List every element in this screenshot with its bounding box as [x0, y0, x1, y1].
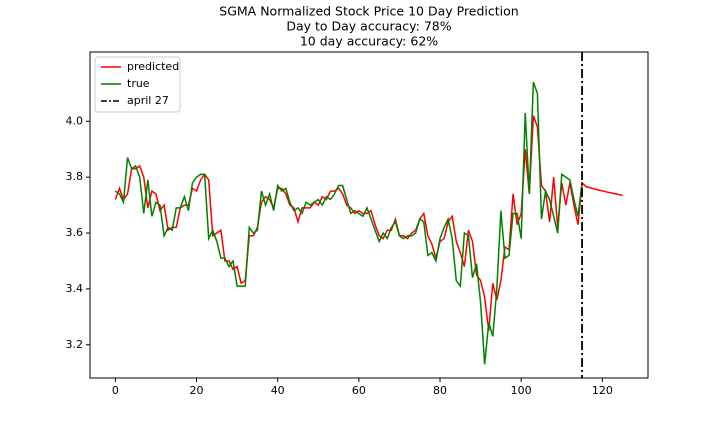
y-tick-label: 3.2 — [66, 338, 84, 351]
plot-frame — [89, 51, 649, 379]
x-tick-label: 0 — [112, 384, 119, 397]
y-tick-label: 3.8 — [66, 170, 84, 183]
legend-label: true — [127, 77, 150, 90]
x-tick-label: 80 — [433, 384, 447, 397]
chart-subtitle: Day to Day accuracy: 78% — [286, 19, 451, 34]
legend-label: april 27 — [127, 94, 169, 107]
x-tick-label: 100 — [511, 384, 532, 397]
y-tick-label: 4.0 — [66, 114, 84, 127]
chart-subtitle: 10 day accuracy: 62% — [300, 34, 438, 49]
y-tick-label: 3.4 — [66, 282, 84, 295]
legend-label: predicted — [127, 60, 179, 73]
chart-title: SGMA Normalized Stock Price 10 Day Predi… — [219, 4, 518, 19]
series-line — [114, 115, 623, 331]
x-tick-label: 20 — [190, 384, 204, 397]
y-tick-label: 3.6 — [66, 226, 84, 239]
x-tick-label: 120 — [592, 384, 613, 397]
x-tick-label: 40 — [271, 384, 285, 397]
x-tick-label: 60 — [352, 384, 366, 397]
legend-box — [94, 56, 181, 113]
series-line — [114, 81, 583, 365]
